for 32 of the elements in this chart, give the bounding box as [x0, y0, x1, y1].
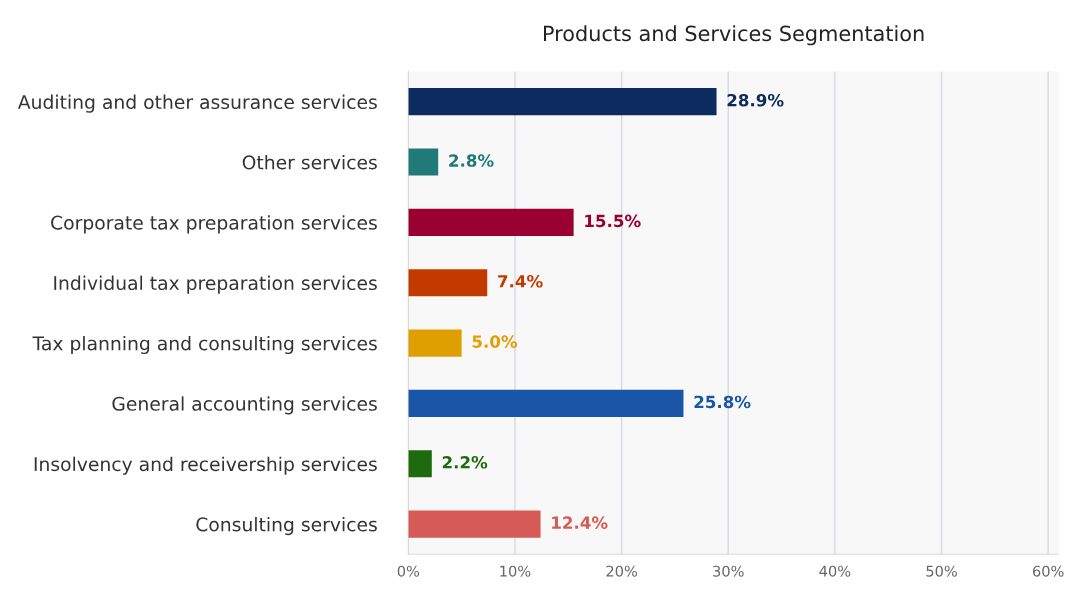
y-tick-label: Consulting services	[196, 516, 377, 536]
x-tick-label: 0%	[397, 565, 420, 577]
bar	[408, 208, 574, 236]
data-label: 28.9%	[727, 93, 784, 107]
bar	[408, 269, 488, 297]
bar	[408, 148, 439, 176]
y-tick-label: Auditing and other assurance services	[17, 94, 377, 113]
x-tick-label: 50%	[926, 565, 957, 577]
data-label: 12.4%	[552, 516, 608, 529]
y-tick-label: Insolvency and receivership services	[34, 456, 377, 475]
bar	[408, 88, 717, 116]
x-tick-label: 10%	[500, 565, 531, 577]
bar	[408, 329, 462, 357]
y-tick-label: Individual tax preparation services	[54, 275, 377, 294]
y-tick-label: Other services	[242, 154, 377, 170]
data-label: 2.8%	[449, 154, 494, 167]
data-label: 15.5%	[585, 214, 641, 228]
data-label: 5.0%	[472, 335, 518, 348]
y-tick-label: General accounting services	[112, 396, 377, 415]
x-tick-label: 40%	[819, 565, 851, 577]
x-tick-label: 20%	[606, 565, 638, 577]
x-tick-label: 60%	[1033, 565, 1064, 577]
data-label: 25.8%	[694, 395, 751, 409]
x-tick-label: 30%	[713, 565, 744, 577]
bar	[408, 389, 684, 417]
data-label: 2.2%	[442, 455, 488, 469]
bar	[408, 510, 541, 538]
y-tick-label: Corporate tax preparation services	[51, 215, 377, 234]
y-tick-label: Tax planning and consulting services	[32, 335, 377, 355]
data-label: 7.4%	[498, 274, 543, 288]
chart-title: Products and Services Segmentation	[543, 25, 924, 46]
bar	[408, 450, 432, 478]
